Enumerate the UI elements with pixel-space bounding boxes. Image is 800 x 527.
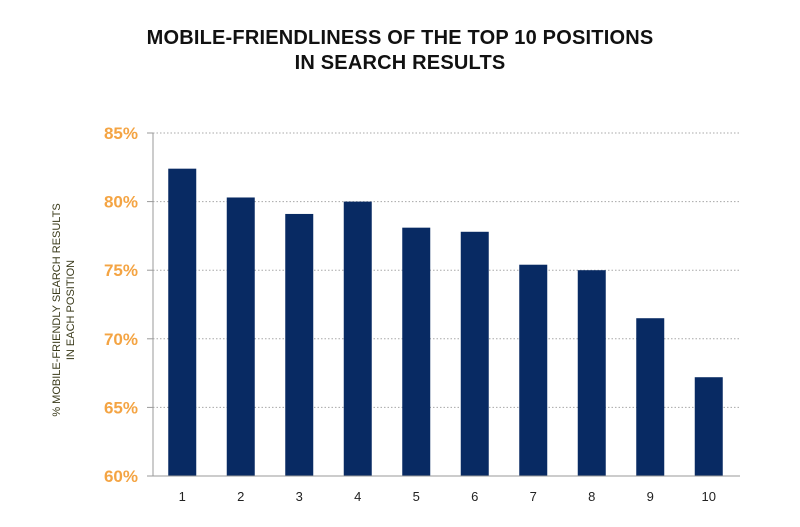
y-tick-label: 65% bbox=[104, 398, 138, 417]
bar-8 bbox=[577, 270, 606, 476]
bar-3 bbox=[285, 213, 314, 476]
y-axis-label-line-2: IN EACH POSITION bbox=[65, 260, 77, 360]
x-tick-label: 9 bbox=[647, 489, 654, 504]
bar-10 bbox=[694, 377, 723, 476]
axes bbox=[147, 132, 740, 477]
y-tick-label: 80% bbox=[104, 193, 138, 212]
x-tick-label: 8 bbox=[588, 489, 595, 504]
x-tick-label: 5 bbox=[413, 489, 420, 504]
bars bbox=[168, 168, 723, 476]
y-tick-label: 75% bbox=[104, 261, 138, 280]
bar-9 bbox=[636, 318, 665, 476]
chart-title-line-1: MOBILE-FRIENDLINESS OF THE TOP 10 POSITI… bbox=[146, 27, 654, 49]
bar-4 bbox=[343, 201, 372, 476]
x-tick-label: 4 bbox=[354, 489, 361, 504]
x-tick-label: 1 bbox=[179, 489, 186, 504]
x-tick-label: 3 bbox=[296, 489, 303, 504]
x-tick-label: 10 bbox=[702, 489, 716, 504]
y-tick-label: 70% bbox=[104, 330, 138, 349]
x-tick-label: 7 bbox=[530, 489, 537, 504]
x-axis-ticks: 1 2 3 4 5 6 7 8 9 10 bbox=[179, 489, 716, 504]
y-axis-label: % MOBILE-FRIENDLY SEARCH RESULTS IN EACH… bbox=[51, 203, 77, 416]
bar-6 bbox=[460, 231, 489, 476]
bar-5 bbox=[402, 227, 431, 476]
bar-1 bbox=[168, 168, 197, 476]
bar-7 bbox=[519, 264, 548, 476]
chart-title-line-2: IN SEARCH RESULTS bbox=[294, 52, 506, 74]
x-tick-label: 2 bbox=[237, 489, 244, 504]
y-axis-ticks: 60% 65% 70% 75% 80% 85% bbox=[104, 124, 138, 486]
y-tick-label: 60% bbox=[104, 467, 138, 486]
y-tick-label: 85% bbox=[104, 124, 138, 143]
bar-2 bbox=[226, 197, 255, 476]
x-tick-label: 6 bbox=[471, 489, 478, 504]
y-axis-label-line-1: % MOBILE-FRIENDLY SEARCH RESULTS bbox=[51, 203, 63, 416]
chart-title: MOBILE-FRIENDLINESS OF THE TOP 10 POSITI… bbox=[0, 26, 800, 76]
